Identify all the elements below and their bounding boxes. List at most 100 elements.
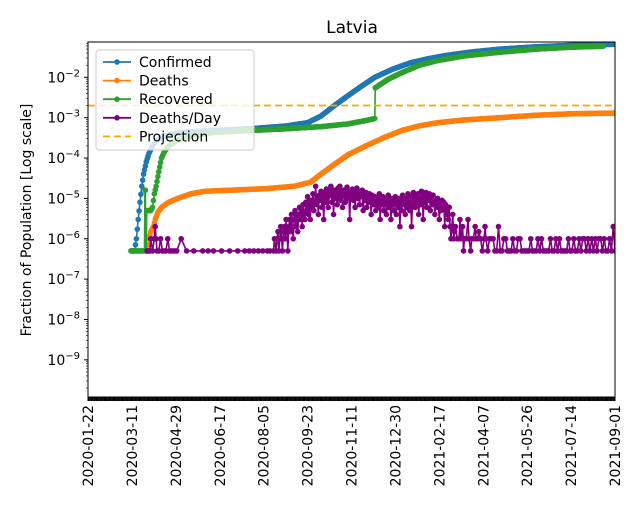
data-point	[385, 192, 392, 199]
series-deaths	[144, 110, 615, 254]
data-point	[325, 204, 331, 211]
data-point	[173, 248, 180, 254]
data-point	[142, 187, 149, 193]
legend-item: Recovered	[103, 92, 213, 108]
data-point	[479, 248, 486, 254]
x-tick-label: 2020-03-11	[125, 405, 141, 486]
data-point	[293, 223, 299, 230]
data-point	[612, 110, 615, 116]
legend-marker	[114, 59, 120, 65]
x-tick-label: 2020-09-23	[301, 405, 317, 486]
legend-marker	[114, 96, 120, 102]
data-point	[156, 164, 163, 170]
data-point	[291, 216, 297, 223]
data-point	[452, 223, 459, 230]
legend-item: Deaths/Day	[103, 111, 221, 127]
data-point	[451, 228, 458, 235]
data-point	[393, 211, 400, 218]
data-point	[363, 204, 370, 211]
data-point	[527, 235, 534, 242]
data-point	[275, 228, 281, 235]
data-point	[218, 248, 225, 254]
data-point	[612, 42, 615, 48]
legend-marker	[114, 77, 120, 84]
data-point	[330, 211, 337, 218]
legend-item: Deaths	[103, 74, 189, 90]
data-point	[139, 177, 146, 183]
data-point	[356, 201, 363, 208]
data-point	[210, 248, 217, 254]
data-point	[547, 235, 554, 242]
data-point	[334, 201, 340, 208]
data-point	[255, 248, 262, 254]
data-point	[600, 43, 607, 50]
data-point	[138, 183, 145, 190]
data-point	[155, 173, 161, 180]
y-tick-label: 10−3	[47, 109, 80, 127]
data-point	[288, 211, 295, 218]
x-tick-label: 2020-08-05	[257, 405, 273, 486]
data-point	[305, 211, 312, 218]
data-point	[606, 235, 613, 242]
data-point	[403, 195, 409, 202]
data-point	[570, 235, 577, 242]
data-point	[301, 211, 307, 218]
data-point	[459, 223, 466, 230]
data-point	[287, 228, 294, 235]
data-point	[395, 204, 401, 211]
data-point	[482, 223, 488, 230]
data-point	[510, 235, 516, 242]
data-point	[346, 216, 353, 223]
data-point	[465, 216, 471, 223]
data-point	[420, 216, 427, 223]
legend-label: Projection	[139, 129, 208, 145]
data-point	[344, 184, 350, 190]
data-point	[307, 216, 314, 223]
data-point	[246, 248, 253, 254]
legend-marker	[114, 115, 120, 121]
x-tick-label: 2021-09-01	[608, 405, 624, 486]
data-point	[328, 183, 334, 190]
data-point	[157, 159, 164, 166]
data-point	[449, 211, 456, 218]
data-point	[565, 235, 572, 242]
data-point	[372, 115, 378, 122]
data-point	[154, 178, 160, 185]
x-tick-label: 2020-01-22	[81, 405, 97, 486]
data-point	[434, 195, 441, 202]
data-point	[205, 248, 211, 254]
data-point	[398, 207, 405, 214]
data-point	[377, 216, 383, 223]
y-tick-label: 10−4	[47, 149, 80, 167]
y-tick-label: 10−5	[47, 189, 80, 207]
data-point	[178, 235, 185, 242]
data-point	[157, 235, 164, 242]
data-point	[538, 235, 545, 242]
data-point	[156, 168, 162, 175]
data-point	[138, 191, 144, 198]
data-point	[337, 183, 343, 190]
series-deaths-day	[144, 183, 615, 254]
data-point	[282, 235, 288, 242]
data-point	[415, 211, 422, 218]
data-point	[302, 216, 308, 223]
data-point	[234, 248, 241, 254]
data-point	[430, 192, 436, 199]
data-point	[418, 188, 425, 195]
data-point	[132, 242, 139, 248]
y-tick-label: 10−7	[47, 270, 80, 288]
legend-item: Confirmed	[103, 55, 212, 71]
data-point	[402, 211, 409, 218]
data-point	[337, 197, 344, 204]
data-point	[397, 223, 403, 230]
data-point	[135, 216, 141, 223]
data-point	[407, 193, 414, 200]
data-point	[339, 204, 346, 211]
data-point	[286, 216, 293, 223]
data-point	[475, 228, 482, 235]
legend: Confirmed Deaths Recovered Deaths/Day Projec…	[95, 49, 255, 151]
data-point	[352, 204, 358, 211]
data-point	[408, 223, 415, 230]
data-point	[380, 207, 387, 214]
x-axis: 2020-01-22 2020-03-11 2020-04-29 2020-06-17…	[81, 397, 624, 486]
